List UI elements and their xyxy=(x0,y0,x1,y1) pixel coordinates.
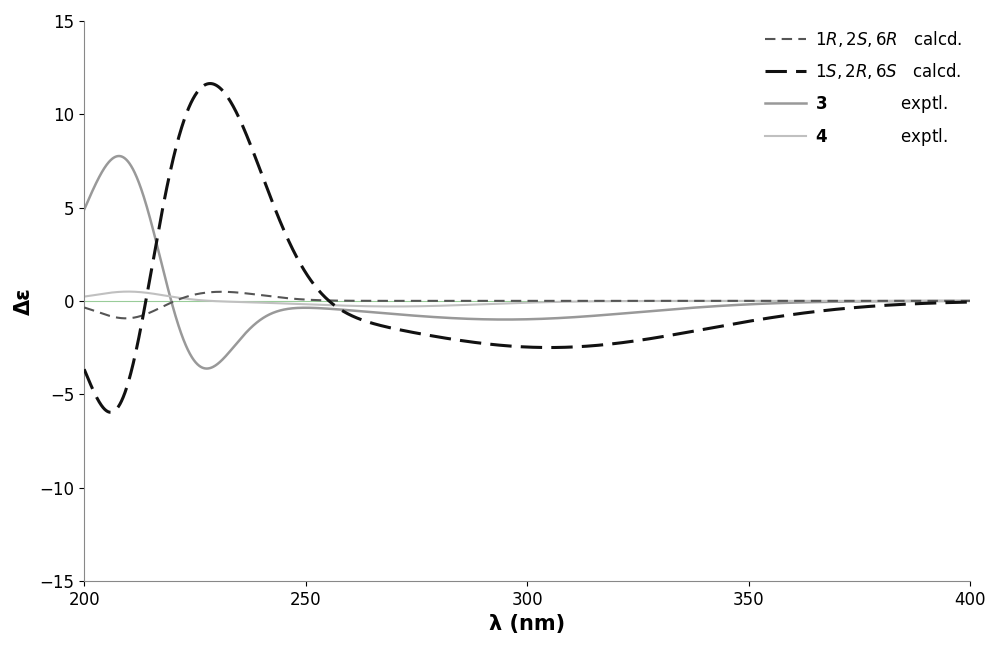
$\mathbf{4}$              exptl. xyxy=(419,302,431,310)
$\mathbf{4}$              exptl. xyxy=(852,297,864,305)
$1\mathit{S},2\mathit{R},6\mathit{S}$   calcd. xyxy=(852,303,864,311)
$\mathbf{3}$              exptl. xyxy=(457,315,469,323)
$\mathbf{4}$              exptl. xyxy=(457,301,469,309)
$1\mathit{R},2\mathit{S},6\mathit{R}$   calcd. xyxy=(232,289,244,297)
$\mathbf{4}$              exptl. xyxy=(232,298,244,306)
$\mathbf{4}$              exptl. xyxy=(180,295,192,303)
$\mathbf{4}$              exptl. xyxy=(948,297,960,305)
$1\mathit{S},2\mathit{R},6\mathit{S}$   calcd. xyxy=(419,330,431,338)
Line: $\mathbf{3}$              exptl.: $\mathbf{3}$ exptl. xyxy=(84,156,970,369)
$1\mathit{S},2\mathit{R},6\mathit{S}$   calcd. xyxy=(232,113,244,121)
Line: $1\mathit{S},2\mathit{R},6\mathit{S}$   calcd.: $1\mathit{S},2\mathit{R},6\mathit{S}$ ca… xyxy=(84,84,970,412)
$\mathbf{3}$              exptl. xyxy=(232,338,244,345)
$1\mathit{R},2\mathit{S},6\mathit{R}$   calcd. xyxy=(419,297,431,305)
$1\mathit{S},2\mathit{R},6\mathit{S}$   calcd. xyxy=(180,112,192,120)
$\mathbf{4}$              exptl. xyxy=(78,293,90,301)
X-axis label: λ (nm): λ (nm) xyxy=(489,614,565,634)
$1\mathit{R},2\mathit{S},6\mathit{R}$   calcd. xyxy=(948,297,960,305)
$\mathbf{3}$              exptl. xyxy=(964,297,976,305)
$1\mathit{R},2\mathit{S},6\mathit{R}$   calcd. xyxy=(215,288,227,295)
$\mathbf{3}$              exptl. xyxy=(113,152,125,160)
$\mathbf{3}$              exptl. xyxy=(78,206,90,214)
$1\mathit{R},2\mathit{S},6\mathit{R}$   calcd. xyxy=(120,314,132,322)
$\mathbf{3}$              exptl. xyxy=(948,297,960,305)
$\mathbf{4}$              exptl. xyxy=(964,297,976,305)
$1\mathit{R},2\mathit{S},6\mathit{R}$   calcd. xyxy=(964,297,976,305)
$1\mathit{R},2\mathit{S},6\mathit{R}$   calcd. xyxy=(180,293,192,301)
$1\mathit{S},2\mathit{R},6\mathit{S}$   calcd. xyxy=(204,80,216,87)
$\mathbf{3}$              exptl. xyxy=(180,341,192,349)
$1\mathit{S},2\mathit{R},6\mathit{S}$   calcd. xyxy=(105,408,117,416)
$1\mathit{S},2\mathit{R},6\mathit{S}$   calcd. xyxy=(964,298,976,306)
$\mathbf{4}$              exptl. xyxy=(388,303,400,310)
Legend: $1\mathit{R},2\mathit{S},6\mathit{R}$   calcd., $1\mathit{S},2\mathit{R},6\mathi: $1\mathit{R},2\mathit{S},6\mathit{R}$ ca… xyxy=(765,29,962,148)
$\mathbf{3}$              exptl. xyxy=(201,365,213,373)
Line: $\mathbf{4}$              exptl.: $\mathbf{4}$ exptl. xyxy=(84,292,970,307)
$1\mathit{S},2\mathit{R},6\mathit{S}$   calcd. xyxy=(78,365,90,373)
$1\mathit{S},2\mathit{R},6\mathit{S}$   calcd. xyxy=(457,337,469,345)
Y-axis label: Δε: Δε xyxy=(14,287,34,315)
$1\mathit{R},2\mathit{S},6\mathit{R}$   calcd. xyxy=(852,297,864,305)
$1\mathit{R},2\mathit{S},6\mathit{R}$   calcd. xyxy=(457,297,469,305)
$\mathbf{3}$              exptl. xyxy=(419,312,431,320)
$1\mathit{R},2\mathit{S},6\mathit{R}$   calcd. xyxy=(78,304,90,312)
$1\mathit{S},2\mathit{R},6\mathit{S}$   calcd. xyxy=(948,299,960,307)
$\mathbf{4}$              exptl. xyxy=(122,288,134,295)
Line: $1\mathit{R},2\mathit{S},6\mathit{R}$   calcd.: $1\mathit{R},2\mathit{S},6\mathit{R}$ ca… xyxy=(84,292,970,318)
$\mathbf{3}$              exptl. xyxy=(852,297,864,305)
